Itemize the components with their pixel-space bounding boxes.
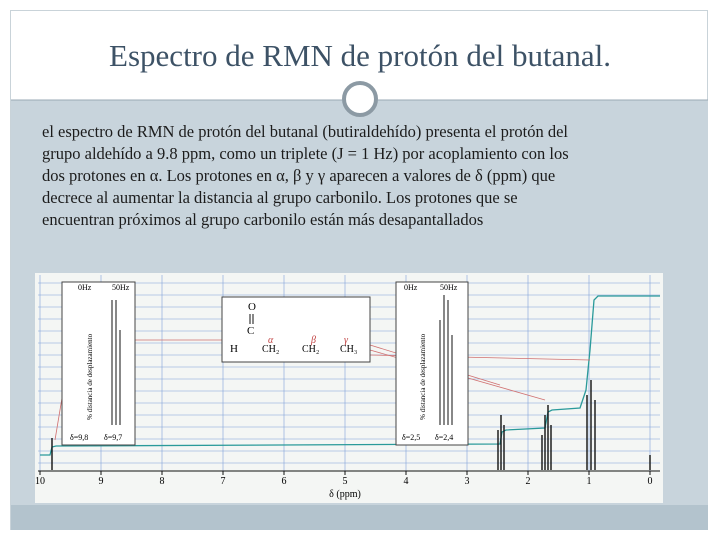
peaks <box>51 380 651 470</box>
ornament <box>342 81 378 117</box>
x-tick-label: 5 <box>343 476 348 487</box>
greek-label: α <box>268 335 274 346</box>
slide-title: Espectro de RMN de protón del butanal. <box>109 38 611 73</box>
inset-side-label: % distancia de desplazamiento <box>419 333 427 420</box>
text-line: grupo aldehído a 9.8 ppm, como un triple… <box>42 144 569 163</box>
axis-label: δ (ppm) <box>329 489 361 500</box>
grid <box>38 275 660 471</box>
x-tick-label: 10 <box>35 476 45 487</box>
x-tick-label: 6 <box>282 476 287 487</box>
inset-scale: 50Hz <box>112 283 130 292</box>
text-line: decrece al aumentar la distancia al grup… <box>42 188 518 207</box>
inset-shift: δ=2,4 <box>435 433 453 442</box>
x-tick-label: 7 <box>221 476 226 487</box>
x-tick-label: 3 <box>465 476 470 487</box>
greek-label: γ <box>344 335 349 346</box>
x-tick-label: 4 <box>404 476 409 487</box>
inset-peaks <box>111 300 121 425</box>
x-tick-label: 1 <box>587 476 592 487</box>
group: CH₂ <box>302 344 319 355</box>
inset-scale: 0Hz <box>404 283 418 292</box>
inset-peaks <box>439 295 453 425</box>
inset-right <box>395 281 469 446</box>
x-tick-label: 0 <box>648 476 653 487</box>
inset-shift: δ=2,5 <box>402 433 420 442</box>
body-text: el espectro de RMN de protón del butanal… <box>42 121 569 231</box>
atom: O <box>248 301 256 313</box>
atom: C <box>247 325 254 337</box>
atom: H <box>230 343 238 355</box>
molecule-box <box>221 296 371 363</box>
inset-scale: 50Hz <box>440 283 458 292</box>
x-tick-label: 2 <box>526 476 531 487</box>
integration-curve <box>40 295 660 456</box>
inset-shift: δ=9,8 <box>70 433 88 442</box>
text-line: el espectro de RMN de protón del butanal… <box>42 122 569 141</box>
inset-shift: δ=9,7 <box>104 433 122 442</box>
group: CH₃ <box>340 344 357 355</box>
text-line: encuentran próximos al grupo carbonilo e… <box>42 210 484 229</box>
inset-scale: 0Hz <box>78 283 92 292</box>
inset-side-label: % distancia de desplazamiento <box>86 333 94 420</box>
greek-label: β <box>310 335 316 346</box>
x-tick-label: 8 <box>160 476 165 487</box>
inset-left <box>61 281 136 446</box>
x-tick-label: 9 <box>99 476 104 487</box>
text-line: dos protones en α. Los protones en α, β … <box>42 166 556 185</box>
footer-band <box>11 505 708 530</box>
group: CH₂ <box>262 344 279 355</box>
